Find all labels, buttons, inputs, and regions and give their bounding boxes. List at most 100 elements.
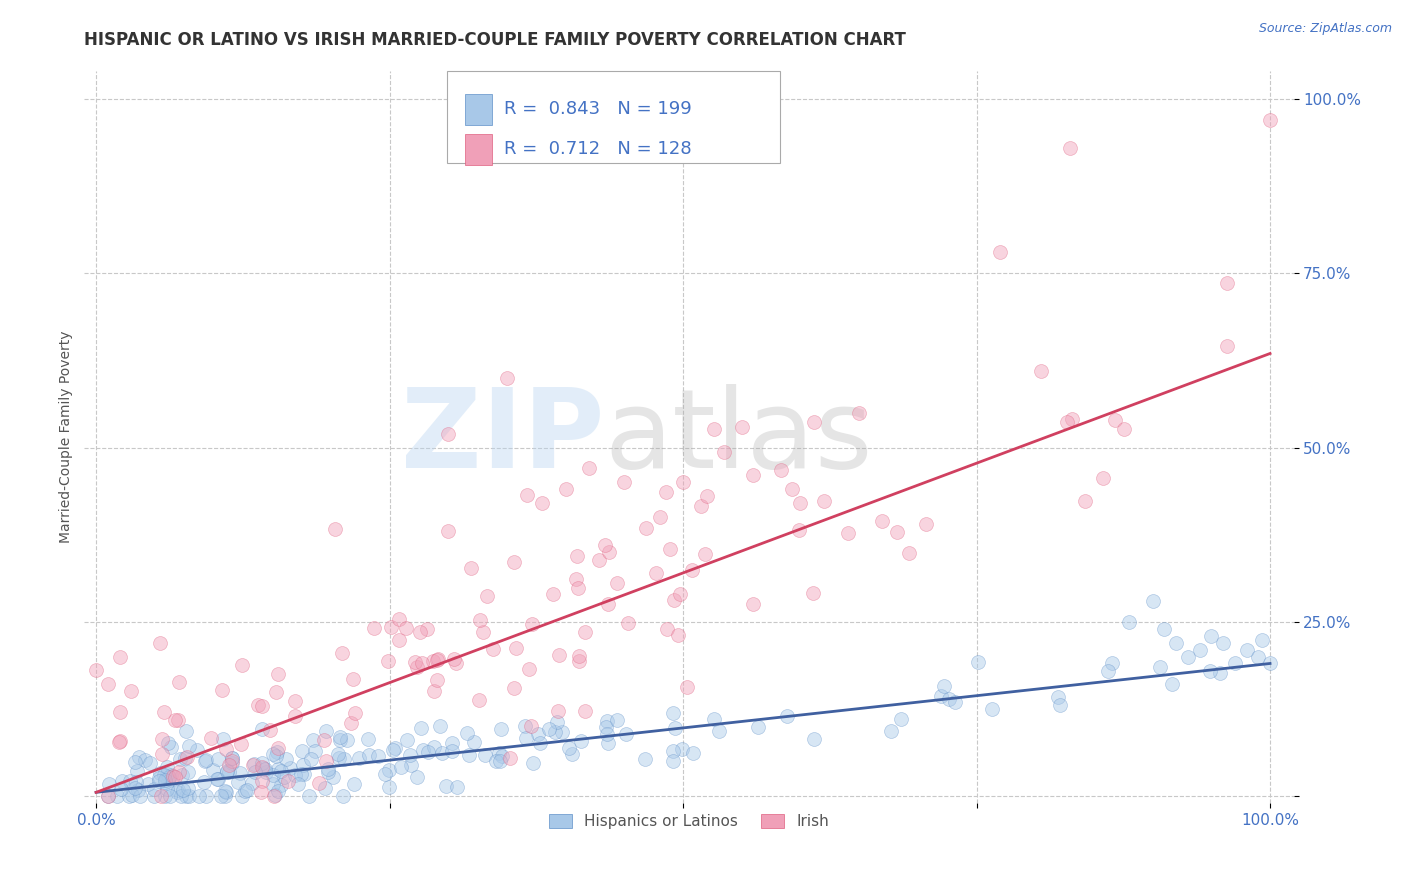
Point	[207, 772, 229, 787]
Point	[340, 716, 363, 731]
Point	[596, 597, 619, 611]
Point	[596, 736, 619, 750]
Point	[205, 772, 228, 786]
Point	[474, 747, 496, 762]
Point	[143, 789, 166, 803]
Point	[167, 764, 190, 779]
Point	[648, 510, 671, 524]
Point	[460, 561, 482, 575]
Point	[1212, 635, 1234, 649]
Point	[363, 621, 385, 635]
Point	[128, 749, 150, 764]
Point	[1209, 666, 1232, 681]
Point	[515, 731, 537, 746]
Point	[148, 771, 170, 785]
Point	[541, 587, 564, 601]
Point	[291, 744, 314, 758]
Point	[475, 589, 498, 603]
Point	[1074, 493, 1097, 508]
Point	[406, 771, 429, 785]
Point	[381, 743, 404, 757]
Point	[167, 674, 190, 689]
Point	[513, 719, 536, 733]
Point	[125, 775, 148, 789]
Point	[160, 768, 183, 782]
Point	[329, 733, 352, 747]
Point	[499, 750, 522, 764]
Point	[384, 741, 406, 756]
Point	[813, 493, 835, 508]
Point	[374, 767, 396, 781]
Point	[538, 722, 561, 736]
Point	[426, 653, 449, 667]
Point	[399, 748, 422, 763]
Point	[929, 689, 952, 703]
Point	[470, 613, 492, 627]
Point	[837, 525, 859, 540]
Point	[163, 714, 186, 728]
Legend: Hispanics or Latinos, Irish: Hispanics or Latinos, Irish	[543, 808, 835, 836]
Point	[695, 548, 717, 562]
Point	[250, 699, 273, 714]
Point	[787, 524, 810, 538]
Point	[482, 641, 505, 656]
Point	[411, 721, 433, 735]
Point	[150, 747, 173, 762]
Point	[682, 746, 704, 760]
Point	[315, 724, 337, 739]
Point	[297, 789, 319, 803]
Point	[250, 759, 273, 773]
Point	[437, 426, 460, 441]
Point	[561, 747, 583, 762]
Point	[437, 524, 460, 538]
Point	[1198, 664, 1220, 678]
Point	[988, 245, 1011, 260]
Point	[322, 770, 344, 784]
Point	[174, 789, 197, 803]
Text: atlas: atlas	[605, 384, 873, 491]
Point	[396, 733, 419, 747]
Point	[412, 743, 434, 757]
Point	[270, 778, 292, 792]
Point	[547, 704, 569, 718]
Point	[446, 780, 468, 794]
Point	[731, 419, 754, 434]
Point	[315, 755, 337, 769]
Point	[186, 743, 208, 757]
Point	[111, 774, 134, 789]
Point	[880, 724, 903, 739]
Point	[441, 736, 464, 750]
Point	[142, 781, 165, 796]
Point	[200, 731, 222, 745]
Point	[672, 475, 695, 490]
Point	[284, 768, 307, 782]
Point	[444, 657, 467, 671]
Point	[259, 723, 281, 737]
Point	[966, 655, 988, 669]
Text: R =  0.712   N = 128: R = 0.712 N = 128	[503, 140, 692, 158]
Point	[167, 713, 190, 727]
Point	[148, 774, 170, 789]
Point	[747, 720, 769, 734]
Point	[671, 742, 693, 756]
Point	[1223, 657, 1246, 671]
Point	[409, 625, 432, 640]
Point	[250, 785, 273, 799]
Point	[456, 726, 478, 740]
Point	[550, 725, 572, 739]
Point	[287, 777, 309, 791]
Point	[332, 646, 354, 660]
Point	[707, 723, 730, 738]
Point	[215, 765, 238, 780]
Point	[1166, 635, 1188, 649]
Point	[491, 749, 513, 764]
Point	[606, 576, 628, 591]
Point	[316, 762, 339, 776]
Point	[194, 754, 217, 768]
Point	[914, 516, 936, 531]
Point	[388, 633, 411, 648]
Point	[267, 666, 290, 681]
Point	[314, 733, 336, 747]
Point	[150, 732, 173, 747]
Point	[696, 489, 718, 503]
